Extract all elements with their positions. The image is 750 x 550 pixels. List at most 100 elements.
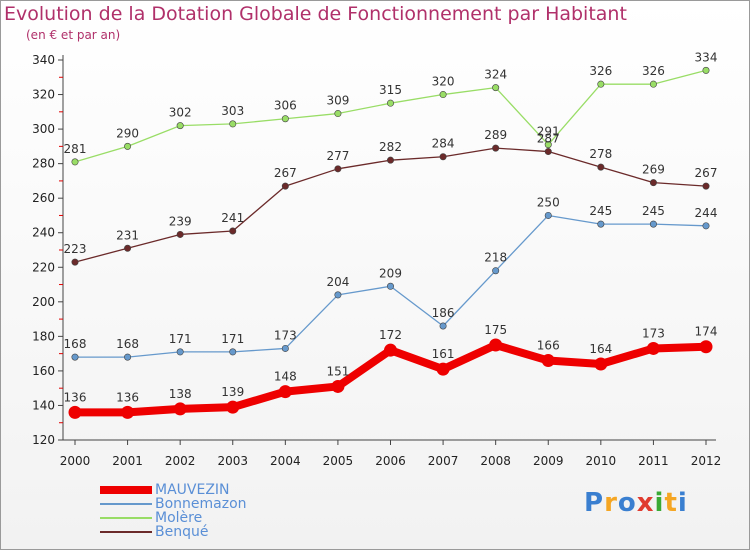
y-tick-label: 340: [32, 53, 55, 67]
series-2-point: [281, 115, 289, 123]
series-1-data-label: 218: [484, 251, 507, 265]
series-0-point: [699, 340, 713, 354]
x-tick-label: 2007: [428, 454, 459, 468]
series-0-data-label: 164: [589, 342, 612, 356]
logo-letter: r: [604, 488, 618, 518]
series-0-point: [331, 379, 345, 393]
series-3-data-label: 223: [64, 242, 87, 256]
series-3-data-label: 282: [379, 140, 402, 154]
series-3-data-label: 289: [484, 128, 507, 142]
chart-subtitle: (en € et par an): [26, 28, 121, 42]
series-3-point: [439, 153, 447, 161]
x-tick-label: 2011: [638, 454, 669, 468]
series-1-data-label: 250: [537, 195, 560, 209]
series-1-point: [71, 353, 79, 361]
series-2-data-label: 291: [537, 125, 560, 139]
series-1-data-label: 245: [642, 204, 665, 218]
legend-swatch: [100, 503, 152, 505]
series-3-point: [597, 163, 605, 171]
series-0-data-label: 161: [432, 347, 455, 361]
series-1-data-label: 168: [64, 337, 87, 351]
y-tick-label: 240: [32, 226, 55, 240]
series-3-data-label: 287: [537, 132, 560, 146]
series-3-point: [649, 179, 657, 187]
series-3-point: [71, 258, 79, 266]
chart-axes: 120 140 160 180 200 220 240 260 280 300 320 340 2000…: [32, 53, 721, 468]
series-3-data-label: 239: [169, 214, 192, 228]
series-0-data-label: 175: [484, 323, 507, 337]
series-1-data-label: 173: [274, 328, 297, 342]
series-3-data-label: 277: [326, 149, 349, 163]
series-0-point: [173, 402, 187, 416]
series-2-data-label: 326: [642, 64, 665, 78]
logo-letter: x: [636, 488, 655, 518]
logo-letter: P: [584, 488, 605, 518]
series-1-point: [176, 348, 184, 356]
series-0-point: [278, 385, 292, 399]
series-2-point: [492, 84, 500, 92]
series-3-point: [176, 230, 184, 238]
series-0-data-label: 139: [221, 385, 244, 399]
y-tick-label: 180: [32, 329, 55, 343]
y-tick-label: 300: [32, 122, 55, 136]
x-tick-label: 2010: [586, 454, 617, 468]
x-tick-label: 2005: [323, 454, 354, 468]
series-1-point: [334, 291, 342, 299]
chart-title: Evolution de la Dotation Globale de Fonc…: [4, 3, 627, 25]
series-3-data-label: 269: [642, 163, 665, 177]
y-tick-label: 200: [32, 295, 55, 309]
series-2-point: [439, 91, 447, 99]
series-0-point: [121, 405, 135, 419]
series-2-point: [124, 142, 132, 150]
y-tick-label: 260: [32, 191, 55, 205]
series-0-point: [489, 338, 503, 352]
series-1-point: [124, 353, 132, 361]
x-tick-label: 2002: [165, 454, 196, 468]
series-2-data-label: 302: [169, 106, 192, 120]
series-1-point: [649, 220, 657, 228]
series-1-point: [544, 211, 552, 219]
x-tick-label: 2003: [217, 454, 248, 468]
series-0-point: [541, 354, 555, 368]
legend-swatch: [100, 486, 152, 494]
logo-letter: t: [664, 488, 678, 518]
chart-lines: [68, 66, 713, 419]
x-tick-label: 2001: [112, 454, 143, 468]
series-0-data-label: 174: [695, 325, 718, 339]
x-tick-label: 2009: [533, 454, 564, 468]
legend-label: Benqué: [155, 524, 209, 540]
series-2-point: [597, 80, 605, 88]
series-1-data-label: 204: [326, 275, 349, 289]
series-1-data-label: 244: [695, 206, 718, 220]
y-tick-label: 140: [32, 398, 55, 412]
series-0-data-label: 172: [379, 328, 402, 342]
series-1-point: [597, 220, 605, 228]
series-2-point: [229, 120, 237, 128]
series-0-point: [384, 343, 397, 357]
series-0-point: [436, 362, 450, 376]
x-tick-label: 2000: [60, 454, 91, 468]
logo-letter: o: [617, 488, 637, 518]
series-1-data-label: 171: [169, 332, 192, 346]
x-tick-label: 2006: [375, 454, 406, 468]
series-1-point: [702, 222, 710, 230]
series-1-data-label: 209: [379, 266, 402, 280]
series-0-data-label: 151: [326, 364, 349, 378]
y-tick-label: 280: [32, 157, 55, 171]
series-1-data-label: 245: [589, 204, 612, 218]
series-2-point: [702, 66, 710, 74]
series-2-data-label: 290: [116, 126, 139, 140]
series-3-point: [544, 148, 552, 156]
series-2-data-label: 281: [64, 142, 87, 156]
series-0-point: [594, 357, 608, 371]
series-0-data-label: 166: [537, 339, 560, 353]
series-3-data-label: 267: [695, 166, 718, 180]
series-3-point: [124, 244, 132, 252]
series-2-point: [386, 99, 394, 107]
series-3-point: [334, 165, 342, 173]
series-3-point: [229, 227, 237, 235]
series-2-data-label: 326: [589, 64, 612, 78]
series-1-point: [386, 282, 394, 290]
series-0-data-label: 173: [642, 326, 665, 340]
